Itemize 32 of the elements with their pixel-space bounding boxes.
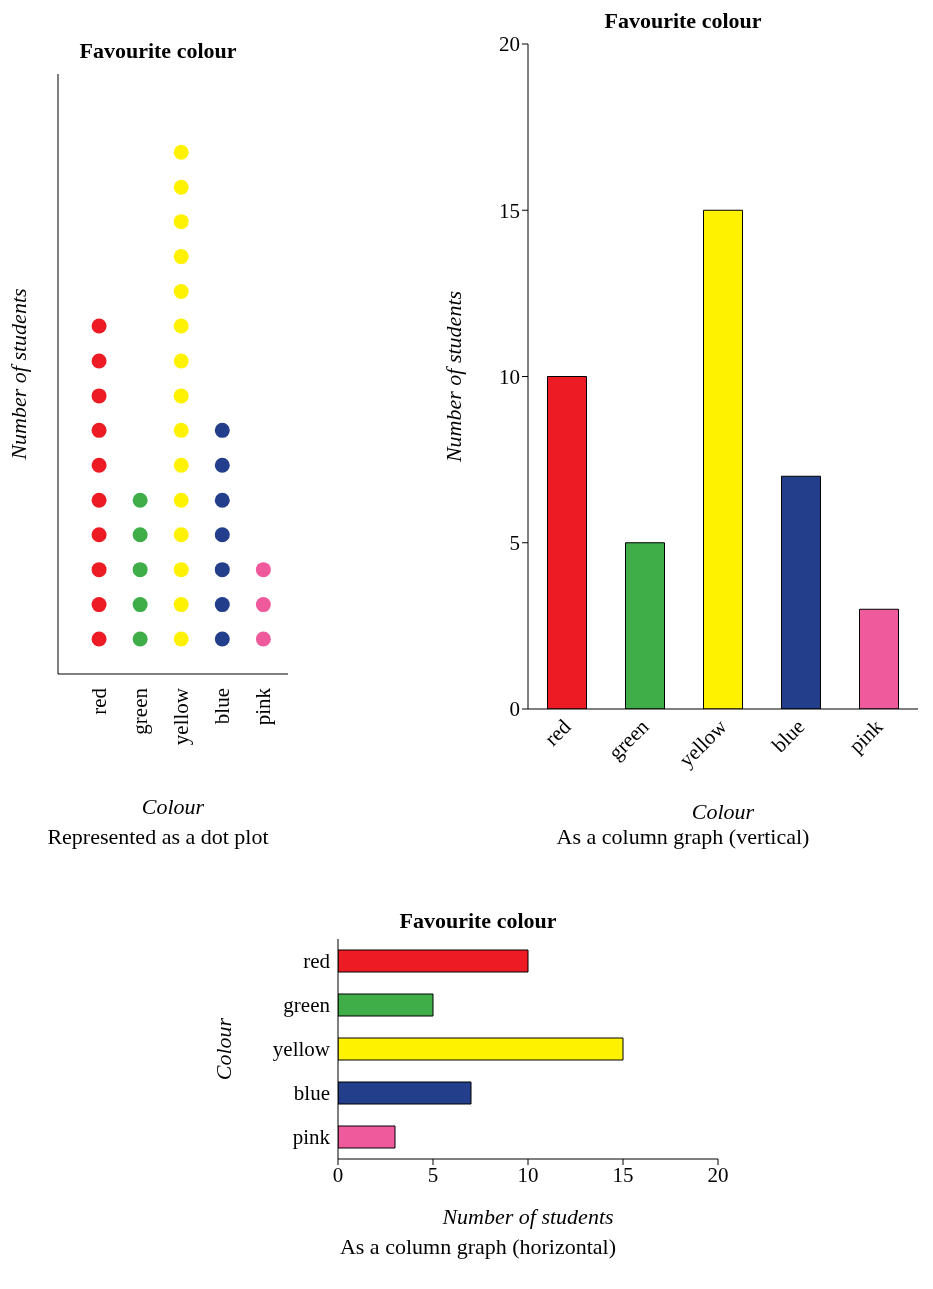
chart-title: Favourite colour <box>78 38 238 64</box>
y-tick-label: pink <box>292 1125 331 1150</box>
chart-title: Favourite colour <box>398 908 558 934</box>
x-tick-label: 20 <box>707 1162 729 1187</box>
y-axis-title: Number of students <box>5 288 31 461</box>
y-tick-label: green <box>283 993 331 1018</box>
y-tick-label: yellow <box>272 1037 331 1062</box>
x-tick-label: blue <box>766 714 810 758</box>
x-tick-label: blue <box>210 688 235 725</box>
y-tick-label: 5 <box>509 531 520 556</box>
text: Represented as a dot plot <box>46 824 270 850</box>
y-tick-label: blue <box>293 1081 330 1106</box>
y-tick-label: red <box>303 949 331 974</box>
x-tick-label: pink <box>251 687 276 726</box>
y-tick-label: 15 <box>499 198 520 223</box>
x-axis-title: Colour <box>691 799 755 824</box>
x-tick-label: yellow <box>169 687 194 746</box>
x-tick-label: 15 <box>612 1162 634 1187</box>
x-tick-label: 5 <box>427 1162 439 1187</box>
text: As a column graph (vertical) <box>555 824 811 850</box>
y-axis-title: Colour <box>210 1017 236 1081</box>
y-tick-label: 10 <box>499 364 520 389</box>
y-axis-title: Number of students <box>440 290 466 464</box>
x-tick-label: pink <box>844 714 888 758</box>
chart-title: Favourite colour <box>603 8 763 34</box>
x-axis-title: Colour <box>141 794 205 819</box>
y-tick-label: 20 <box>499 32 520 57</box>
x-tick-label: green <box>128 687 153 735</box>
text: As a column graph (horizontal) <box>338 1234 618 1260</box>
x-axis-title: Number of students <box>441 1204 614 1229</box>
x-tick-label: red <box>539 714 576 751</box>
x-tick-label: red <box>87 687 112 715</box>
